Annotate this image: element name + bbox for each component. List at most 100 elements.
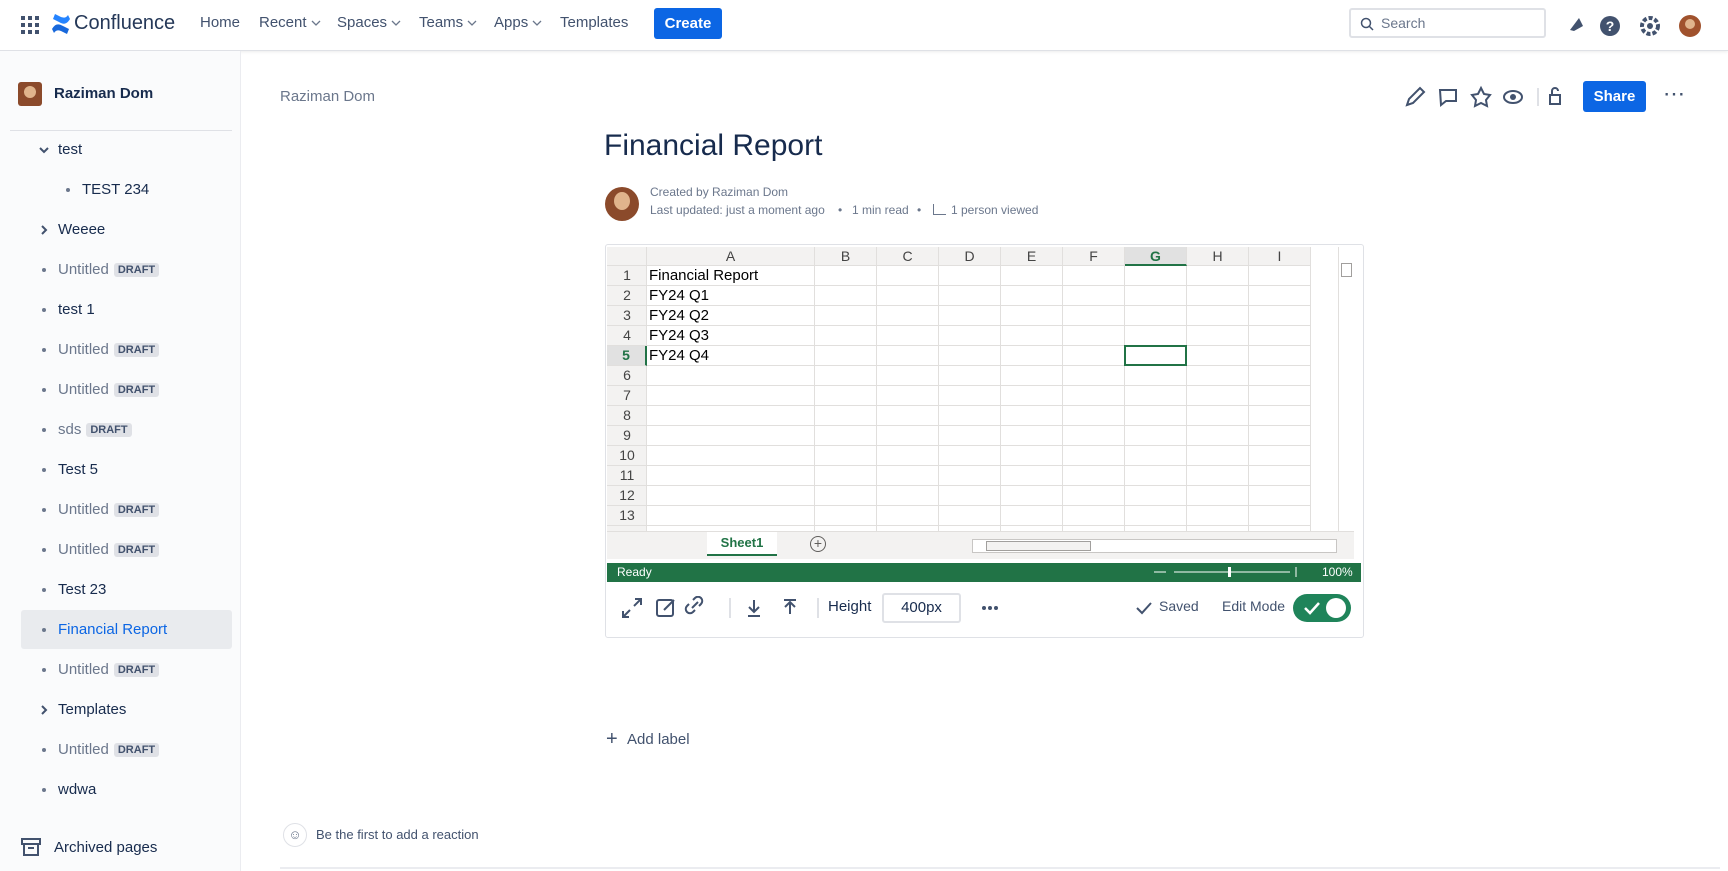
logo[interactable]: Confluence — [74, 12, 176, 34]
sidebar-divider — [10, 130, 232, 131]
row-header[interactable]: 2 — [607, 286, 647, 306]
row-header[interactable]: 3 — [607, 306, 647, 326]
row-header[interactable]: 7 — [607, 386, 647, 406]
horizontal-scrollbar[interactable] — [972, 539, 1337, 553]
column-line — [1000, 266, 1001, 531]
row-header[interactable]: 5 — [607, 346, 647, 366]
sidebar-item[interactable]: Weeee — [58, 221, 106, 238]
row-line — [647, 305, 1311, 306]
tree-marker — [42, 308, 46, 312]
nav-item[interactable]: Recent — [259, 14, 321, 31]
sidebar-item[interactable]: wdwa — [58, 781, 97, 798]
create-button[interactable]: Create — [654, 8, 722, 39]
toolbar-icons[interactable] — [620, 596, 1000, 620]
app-switcher[interactable] — [20, 15, 40, 35]
tree-marker — [42, 788, 46, 792]
sidebar-item[interactable]: Untitled DRAFT — [58, 341, 160, 358]
tree-marker[interactable] — [38, 144, 50, 156]
sheet-tab[interactable]: Sheet1 — [707, 532, 777, 556]
column-header[interactable]: E — [1001, 247, 1063, 266]
tree-marker — [42, 388, 46, 392]
add-sheet[interactable]: + — [810, 536, 826, 552]
row-line — [647, 525, 1311, 526]
sidebar-item[interactable]: Untitled DRAFT — [58, 381, 160, 398]
zoom[interactable]: 100% — [1322, 565, 1353, 579]
sidebar-item[interactable]: Untitled DRAFT — [58, 541, 160, 558]
draft-badge: DRAFT — [113, 743, 160, 757]
column-header[interactable]: G — [1125, 247, 1187, 266]
column-line — [1248, 266, 1249, 531]
column-header[interactable]: I — [1249, 247, 1311, 266]
views[interactable]: 1 person viewed — [951, 203, 1039, 217]
row-line — [647, 445, 1311, 446]
status: Ready — [617, 565, 652, 579]
row-line — [647, 345, 1311, 346]
vertical-scrollbar[interactable] — [1338, 247, 1354, 531]
column-header[interactable]: D — [939, 247, 1001, 266]
sidebar-item[interactable]: Test 23 — [58, 581, 107, 598]
row-header[interactable]: 8 — [607, 406, 647, 426]
nav-item[interactable]: Spaces — [337, 14, 401, 31]
cell[interactable]: FY24 Q4 — [649, 347, 710, 364]
selected-cell[interactable] — [1124, 345, 1187, 366]
tree-marker[interactable] — [38, 224, 50, 236]
last-updated: Last updated: just a moment ago — [650, 203, 825, 217]
sidebar-item[interactable]: test 1 — [58, 301, 95, 318]
row-header[interactable]: 11 — [607, 466, 647, 486]
top-icons[interactable]: ? — [1565, 14, 1705, 38]
space-name[interactable]: Raziman Dom — [54, 85, 154, 102]
page-title: Financial Report — [604, 129, 823, 162]
sidebar-item[interactable]: Untitled DRAFT — [58, 741, 160, 758]
height-input[interactable]: 400px — [882, 593, 961, 623]
tree-marker — [42, 508, 46, 512]
row-header[interactable]: 4 — [607, 326, 647, 346]
row-header[interactable]: 6 — [607, 366, 647, 386]
archived-pages[interactable]: Archived pages — [54, 839, 158, 856]
row-header[interactable]: 9 — [607, 426, 647, 446]
search-box[interactable]: Search — [1349, 8, 1546, 38]
share-button[interactable]: Share — [1583, 81, 1646, 112]
saved-check — [1136, 602, 1152, 615]
page-actions[interactable] — [1404, 85, 1594, 109]
row-header[interactable]: 10 — [607, 446, 647, 466]
zoom-slider[interactable] — [1150, 564, 1300, 580]
sidebar-item[interactable]: test — [58, 141, 83, 158]
row-header[interactable]: 13 — [607, 506, 647, 526]
tree-marker — [42, 628, 46, 632]
cell[interactable]: Financial Report — [649, 267, 759, 284]
cell[interactable]: FY24 Q3 — [649, 327, 710, 344]
sidebar-item[interactable]: Untitled DRAFT — [58, 661, 160, 678]
edit-mode-toggle[interactable] — [1293, 594, 1351, 622]
nav-item[interactable]: Apps — [494, 14, 542, 31]
column-header[interactable]: F — [1063, 247, 1125, 266]
add-label-icon[interactable]: + — [606, 728, 618, 750]
sidebar-item[interactable]: sds DRAFT — [58, 421, 132, 438]
nav-item[interactable]: Templates — [560, 14, 629, 31]
more-actions[interactable]: ⋯ — [1663, 81, 1685, 106]
column-header[interactable]: B — [815, 247, 877, 266]
row-header[interactable]: 1 — [607, 266, 647, 286]
breadcrumb[interactable]: Raziman Dom — [280, 88, 376, 105]
tree-marker[interactable] — [38, 704, 50, 716]
reaction-icon[interactable]: ☺ — [283, 823, 307, 847]
sidebar-item[interactable]: Test 5 — [58, 461, 99, 478]
sidebar-item[interactable]: Templates — [58, 701, 127, 718]
column-header[interactable]: A — [647, 247, 815, 266]
sidebar-item[interactable]: Financial Report — [58, 621, 168, 638]
tree-marker — [42, 548, 46, 552]
column-header[interactable]: C — [877, 247, 939, 266]
read-time: 1 min read — [852, 203, 909, 217]
sidebar-item[interactable]: Untitled DRAFT — [58, 261, 160, 278]
column-header[interactable]: H — [1187, 247, 1249, 266]
column-line — [876, 266, 877, 531]
tree-marker — [42, 268, 46, 272]
sidebar-item[interactable]: TEST 234 — [82, 181, 150, 198]
tree-marker — [66, 188, 70, 192]
sidebar-item[interactable]: Untitled DRAFT — [58, 501, 160, 518]
cell[interactable]: FY24 Q1 — [649, 287, 710, 304]
row-header[interactable]: 12 — [607, 486, 647, 506]
nav-item[interactable]: Teams — [419, 14, 477, 31]
add-label[interactable]: Add label — [627, 731, 690, 748]
nav-item[interactable]: Home — [200, 14, 241, 31]
cell[interactable]: FY24 Q2 — [649, 307, 710, 324]
